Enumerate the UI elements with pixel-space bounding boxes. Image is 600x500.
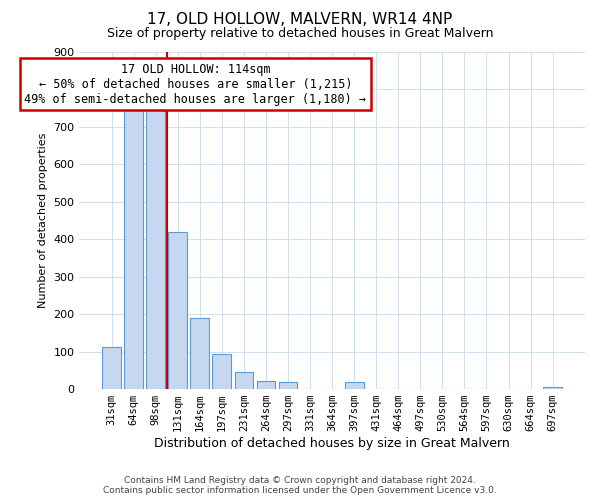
Bar: [345, 382, 364, 389]
Bar: [102, 346, 121, 389]
Bar: [278, 382, 298, 389]
Bar: [124, 108, 143, 389]
Bar: [543, 387, 562, 389]
Bar: [190, 318, 209, 389]
Text: 17, OLD HOLLOW, MALVERN, WR14 4NP: 17, OLD HOLLOW, MALVERN, WR14 4NP: [148, 12, 452, 28]
Y-axis label: Number of detached properties: Number of detached properties: [38, 132, 47, 308]
X-axis label: Distribution of detached houses by size in Great Malvern: Distribution of detached houses by size …: [154, 437, 510, 450]
Text: 17 OLD HOLLOW: 114sqm
← 50% of detached houses are smaller (1,215)
49% of semi-d: 17 OLD HOLLOW: 114sqm ← 50% of detached …: [25, 63, 367, 106]
Bar: [257, 381, 275, 389]
Bar: [212, 354, 231, 389]
Text: Size of property relative to detached houses in Great Malvern: Size of property relative to detached ho…: [107, 26, 493, 40]
Text: Contains HM Land Registry data © Crown copyright and database right 2024.
Contai: Contains HM Land Registry data © Crown c…: [103, 476, 497, 495]
Bar: [169, 232, 187, 389]
Bar: [146, 107, 165, 389]
Bar: [235, 372, 253, 389]
